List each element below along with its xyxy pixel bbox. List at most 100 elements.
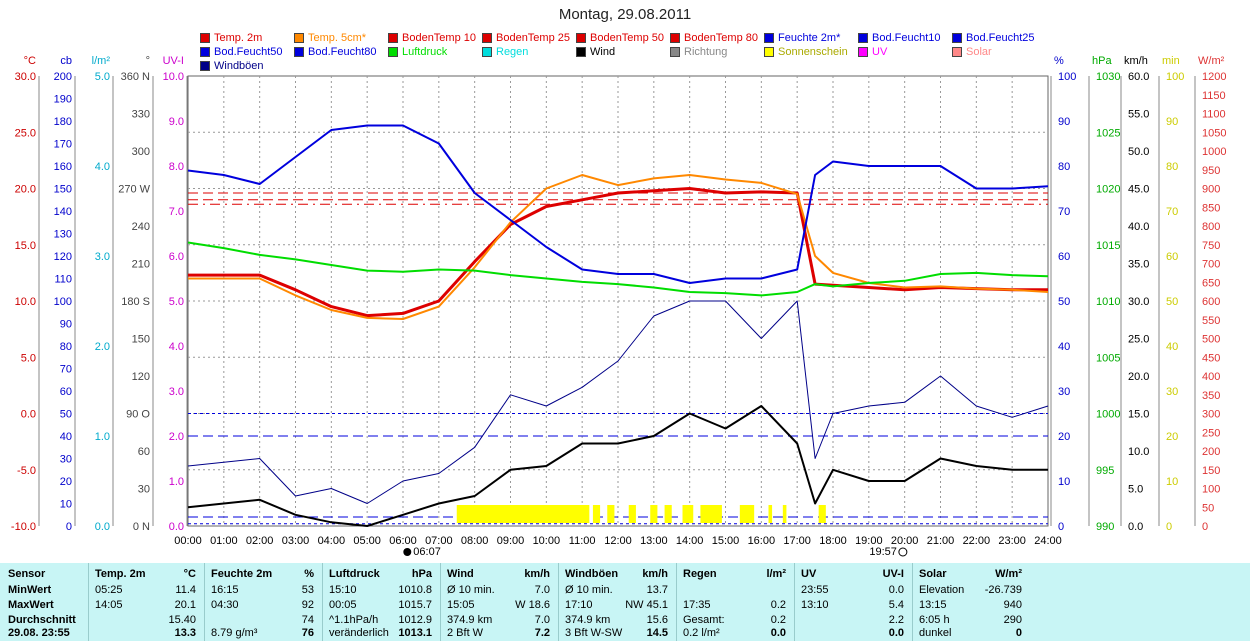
stats-row: Elevation -26.739 bbox=[913, 583, 1030, 598]
x-tick-label: 00:00 bbox=[174, 535, 202, 547]
legend-swatch bbox=[576, 33, 586, 44]
stats-row-value: 0.0 bbox=[888, 584, 904, 596]
axis-tick-label: 100 bbox=[54, 296, 72, 308]
stats-row-value: 0.0 bbox=[888, 627, 904, 639]
weather-chart: 00:00 01:00 02:00 03:00 04:00 05:00 06:00 07:00… bbox=[11, 55, 1227, 558]
stats-row: 15.40 bbox=[89, 613, 204, 628]
stats-row: 23:55 0.0 bbox=[795, 583, 912, 598]
legend-swatch bbox=[858, 47, 868, 58]
stats-unit: W/m² bbox=[995, 568, 1022, 580]
stats-header: Sensor bbox=[8, 568, 46, 580]
x-tick-label: 01:00 bbox=[210, 535, 238, 547]
axis-tick-label: 20.0 bbox=[1128, 371, 1149, 383]
axis-tick-label: 550 bbox=[1202, 315, 1220, 327]
axis-tick-label: 0.0 bbox=[95, 521, 110, 533]
legend-swatch bbox=[200, 61, 210, 72]
stats-col-solar: Solar W/m² Elevation -26.739 13:15 940 6:05 h 2… bbox=[912, 563, 1030, 641]
axis-tick-label: 0.0 bbox=[169, 521, 184, 533]
stats-row-time: Ø 10 min. bbox=[447, 584, 495, 596]
axis-tick-label: 10.0 bbox=[163, 71, 184, 83]
stats-row: veränderlich 1013.1 bbox=[323, 626, 440, 641]
x-tick-label: 03:00 bbox=[282, 535, 310, 547]
axis-tick-label: 80 bbox=[1166, 161, 1178, 173]
axis-tick-label: 30 bbox=[1058, 386, 1070, 398]
axis-tick-label: 70 bbox=[60, 364, 72, 376]
stats-row: 6:05 h 290 bbox=[913, 613, 1030, 628]
stats-row: 2 Bft W 7.2 bbox=[441, 626, 558, 641]
axis-tick-label: 20 bbox=[60, 476, 72, 488]
axis-tick-label: 1010 bbox=[1096, 296, 1120, 308]
axis-tick-label: 60 bbox=[60, 386, 72, 398]
stats-row-value: W 18.6 bbox=[515, 599, 550, 611]
axis-tick-label: 60 bbox=[1166, 251, 1178, 263]
x-tick-label: 16:00 bbox=[748, 535, 776, 547]
axis-tick-label: 50 bbox=[1166, 296, 1178, 308]
axis-tick-label: 190 bbox=[54, 94, 72, 106]
axis-tick-label: 3.0 bbox=[169, 386, 184, 398]
axis-unit-label: km/h bbox=[1124, 55, 1148, 67]
x-tick-label: 09:00 bbox=[497, 535, 525, 547]
legend-label: Windböen bbox=[214, 60, 264, 72]
sunshine-bar bbox=[607, 505, 615, 523]
stats-row: Gesamt: 0.2 bbox=[677, 613, 794, 628]
legend-label: UV bbox=[872, 46, 888, 58]
stats-header: Wind bbox=[447, 568, 474, 580]
axis-tick-label: 1050 bbox=[1202, 127, 1226, 139]
sunshine-bar bbox=[818, 505, 826, 523]
sunshine-bar bbox=[664, 505, 672, 523]
axis-tick-label: 1000 bbox=[1202, 146, 1226, 158]
axis-tick-label: 55.0 bbox=[1128, 109, 1149, 121]
axis-tick-label: 450 bbox=[1202, 352, 1220, 364]
axis-tick-label: 60 bbox=[1058, 251, 1070, 263]
stats-row-time: 17:35 bbox=[683, 599, 711, 611]
stats-row-value: 940 bbox=[1003, 599, 1022, 611]
stats-header-row: Regen l/m² bbox=[677, 567, 794, 582]
axis-tick-label: 1200 bbox=[1202, 71, 1226, 83]
legend-label: Bod.Feucht80 bbox=[308, 46, 377, 58]
axis-tick-label: 0 bbox=[66, 521, 72, 533]
axis-tick-label: 60 bbox=[138, 446, 150, 458]
axis-tick-label: 7.0 bbox=[169, 206, 184, 218]
stats-row-value: 5.4 bbox=[888, 599, 904, 611]
axis-tick-label: 10.0 bbox=[1128, 446, 1149, 458]
stats-header-row: Feuchte 2m% bbox=[205, 567, 322, 582]
legend-label: Solar bbox=[966, 46, 992, 58]
legend-item: Temp. 5cm* bbox=[294, 31, 366, 45]
legend-swatch bbox=[482, 33, 492, 44]
stats-unit: °C bbox=[183, 568, 196, 580]
axis-unit-label: ° bbox=[146, 55, 150, 67]
stats-unit: l/m² bbox=[766, 568, 786, 580]
x-tick-label: 07:00 bbox=[425, 535, 453, 547]
stats-row-value: 13.3 bbox=[174, 627, 196, 639]
stats-row-time: 17:10 bbox=[565, 599, 593, 611]
axis-tick-label: 0 bbox=[1202, 521, 1208, 533]
stats-row-time: 0.2 l/m² bbox=[683, 627, 720, 639]
axis-tick-label: 110 bbox=[54, 274, 72, 286]
axis-tick-label: 650 bbox=[1202, 277, 1220, 289]
stats-header: Luftdruck bbox=[329, 568, 380, 580]
axis-tick-label: 90 bbox=[1166, 116, 1178, 128]
stats-row-time: 13:10 bbox=[801, 599, 829, 611]
x-tick-label: 24:00 bbox=[1034, 535, 1062, 547]
stats-col-uv: UV UV-I 23:55 0.0 13:10 5.4 2.2 0.0 bbox=[794, 563, 912, 641]
axis-tick-label: 70 bbox=[1166, 206, 1178, 218]
series-line bbox=[187, 405, 1048, 527]
stats-row: 15:10 1010.8 bbox=[323, 583, 440, 598]
stats-row-label: Durchschnitt bbox=[8, 614, 76, 626]
sunshine-bar bbox=[628, 505, 636, 523]
sunshine-bar bbox=[768, 505, 773, 523]
axis-tick-label: 800 bbox=[1202, 221, 1220, 233]
stats-row-value: 1010.8 bbox=[398, 584, 432, 596]
series-line bbox=[188, 174, 1049, 320]
legend-label: Sonnenschein bbox=[778, 46, 848, 58]
axis-tick-label: 1025 bbox=[1096, 127, 1120, 139]
axis-tick-label: 1030 bbox=[1096, 71, 1120, 83]
axis-tick-label: 140 bbox=[54, 206, 72, 218]
legend-swatch bbox=[952, 33, 962, 44]
axis-tick-label: 10.0 bbox=[15, 296, 36, 308]
axis-tick-label: 0.0 bbox=[1128, 521, 1143, 533]
axis-tick-label: 150 bbox=[132, 334, 150, 346]
x-tick-label: 06:00 bbox=[389, 535, 417, 547]
x-tick-label: 21:00 bbox=[927, 535, 955, 547]
stats-row-time: 374.9 km bbox=[565, 614, 611, 626]
